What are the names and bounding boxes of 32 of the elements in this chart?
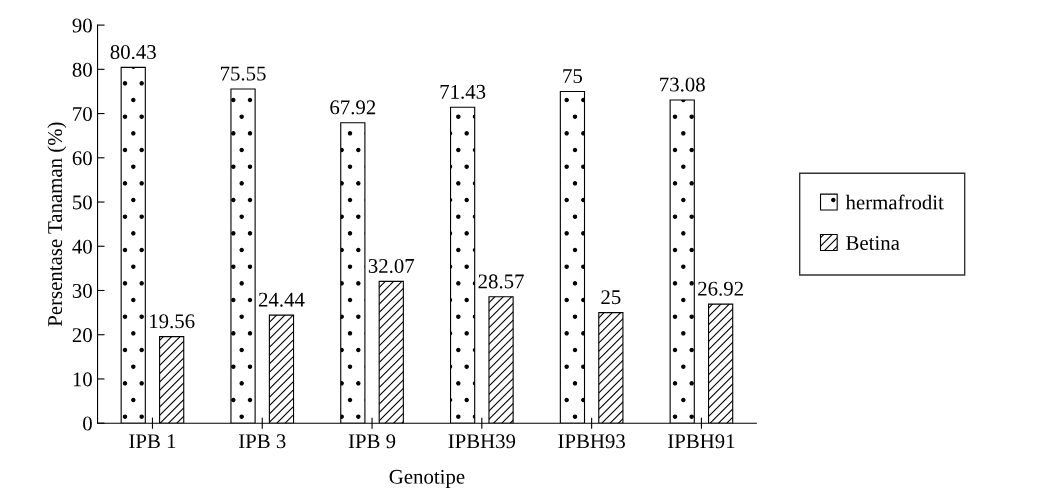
data-label: 24.44 xyxy=(258,292,305,307)
legend-label: Betina xyxy=(846,235,900,250)
x-tick-label: IPBH91 xyxy=(668,434,735,449)
data-label: 71.43 xyxy=(440,84,486,99)
y-tick-label: 90 xyxy=(72,18,92,33)
data-label: 19.56 xyxy=(150,314,195,329)
data-label: 75 xyxy=(563,69,583,84)
data-label: 28.57 xyxy=(478,274,524,289)
y-tick-label: 80 xyxy=(72,62,92,77)
x-tick-label: IPB 3 xyxy=(238,434,286,449)
x-tick-label: IPBH39 xyxy=(448,434,516,449)
y-axis-title: Persentase Tanaman (%) xyxy=(47,122,67,327)
x-tick-label: IPB 9 xyxy=(348,434,396,449)
x-axis-title: Genotipe xyxy=(389,469,465,489)
y-tick-label: 10 xyxy=(73,372,92,387)
data-label: 26.92 xyxy=(698,281,743,296)
y-tick-label: 20 xyxy=(72,328,92,343)
data-label: 73.08 xyxy=(660,77,705,92)
y-tick-label: 50 xyxy=(73,195,92,210)
y-tick-label: 40 xyxy=(72,239,92,254)
data-label: 67.92 xyxy=(330,100,376,115)
x-tick-label: IPBH93 xyxy=(558,434,625,449)
x-tick-label: IPB 1 xyxy=(129,434,176,449)
data-label: 32.07 xyxy=(368,258,415,274)
data-label: 80.43 xyxy=(110,44,156,60)
y-tick-label: 70 xyxy=(73,106,92,121)
data-label: 25 xyxy=(601,290,621,305)
y-tick-label: 30 xyxy=(72,283,92,298)
y-tick-label: 0 xyxy=(83,416,92,431)
legend-label: hermafrodit xyxy=(845,194,944,210)
data-label: 75.55 xyxy=(220,66,266,81)
y-tick-label: 60 xyxy=(72,151,92,166)
